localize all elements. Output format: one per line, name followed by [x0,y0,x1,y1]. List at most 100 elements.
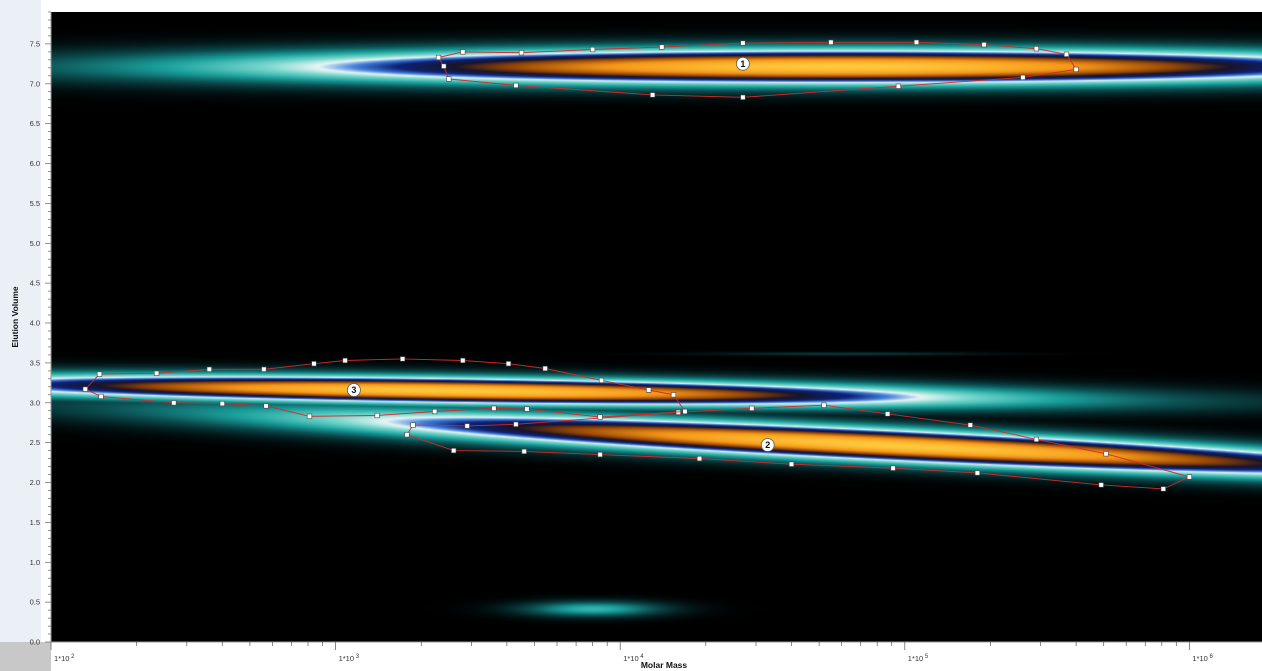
region-label: 1 [740,59,745,69]
region-vertex-handle[interactable] [524,406,530,412]
region-vertex-handle[interactable] [435,54,442,61]
region-vertex-handle[interactable] [1103,451,1109,457]
region-3[interactable]: 3 [82,356,688,420]
region-vertex-handle[interactable] [446,76,452,82]
y-tick-label: 4.0 [30,319,40,328]
region-vertex-handle[interactable] [696,455,703,462]
y-tick-label: 5.0 [30,239,40,248]
region-vertex-handle[interactable] [410,422,416,428]
region-label: 2 [765,440,770,450]
region-vertex-handle[interactable] [1073,66,1079,72]
region-vertex-handle[interactable] [521,448,527,455]
x-tick-label: 1*10 3 [339,654,360,663]
y-tick-label: 1.5 [30,518,40,527]
region-vertex-handle[interactable] [154,370,160,376]
region-vertex-handle[interactable] [670,392,677,398]
region-vertex-handle[interactable] [306,413,313,419]
region-vertex-handle[interactable] [895,83,901,89]
heatmap-intensity [51,12,1262,642]
y-tick-label: 4.5 [30,279,40,288]
region-vertex-handle[interactable] [974,470,980,476]
region-vertex-handle[interactable] [884,411,891,417]
region-vertex-handle[interactable] [967,422,973,428]
region-boundary[interactable] [406,404,1191,490]
region-vertex-handle[interactable] [913,39,920,45]
region-vertex-handle[interactable] [219,400,225,407]
region-vertex-handle[interactable] [740,94,746,100]
y-tick-label: 0.5 [30,598,40,607]
region-vertex-handle[interactable] [263,403,269,409]
region-vertex-handle[interactable] [513,421,519,427]
region-vertex-handle[interactable] [649,92,656,98]
region-marker[interactable] [346,383,361,397]
region-vertex-handle[interactable] [311,361,317,367]
region-marker[interactable] [760,438,775,452]
region-vertex-handle[interactable] [749,405,755,411]
y-tick-label: 6.5 [30,119,40,128]
region-1[interactable]: 1 [435,39,1079,100]
region-vertex-handle[interactable] [374,412,380,419]
region-vertex-handle[interactable] [542,365,548,372]
region-vertex-handle[interactable] [98,393,104,400]
region-vertex-handle[interactable] [82,386,88,392]
x-tick-label: 1*10 2 [54,654,75,663]
region-vertex-handle[interactable] [788,461,795,467]
region-vertex-handle[interactable] [659,44,665,50]
region-vertex-handle[interactable] [1098,482,1104,488]
region-boundary[interactable] [84,358,686,418]
region-vertex-handle[interactable] [682,408,688,415]
region-2[interactable]: 2 [404,402,1192,492]
region-vertex-handle[interactable] [96,371,103,377]
region-vertex-handle[interactable] [1063,51,1070,57]
region-vertex-handle[interactable] [399,356,406,362]
y-tick-label: 7.0 [30,79,40,88]
region-vertex-handle[interactable] [597,451,603,458]
region-vertex-handle[interactable] [597,414,603,420]
y-axis-inner-strip [41,0,51,642]
region-vertex-handle[interactable] [505,361,512,367]
region-vertex-handle[interactable] [491,405,497,411]
region-vertex-handle[interactable] [890,465,896,471]
heat-layer [51,12,1262,642]
y-axis-title: Elution Volume [10,286,20,348]
region-vertex-handle[interactable] [518,50,525,56]
region-vertex-handle[interactable] [1020,74,1026,80]
x-tick-label: 1*10 4 [623,654,644,663]
region-vertex-handle[interactable] [646,387,652,393]
x-axis-title: Molar Mass [641,660,688,670]
region-vertex-handle[interactable] [451,447,457,454]
region-vertex-handle[interactable] [1186,474,1192,480]
region-vertex-handle[interactable] [261,366,267,372]
region-vertex-handle[interactable] [404,432,410,438]
region-boundary[interactable] [438,41,1077,98]
axis-corner [0,642,51,671]
region-marker[interactable] [736,56,750,71]
region-vertex-handle[interactable] [821,402,827,408]
region-vertex-handle[interactable] [342,357,348,364]
x-axis-strip [0,642,1262,671]
region-vertex-handle[interactable] [740,40,746,46]
region-vertex-handle[interactable] [432,408,438,415]
y-tick-label: 7.5 [30,39,40,48]
y-tick-label: 0.0 [30,638,40,647]
region-vertex-handle[interactable] [1033,436,1039,443]
region-vertex-handle[interactable] [1033,46,1039,52]
region-vertex-handle[interactable] [206,366,212,372]
region-vertex-handle[interactable] [460,49,466,55]
region-vertex-handle[interactable] [171,400,177,406]
region-vertex-handle[interactable] [464,423,470,429]
y-tick-label: 3.0 [30,398,40,407]
region-layer: 1 2 3 [82,39,1192,492]
region-vertex-handle[interactable] [513,82,519,88]
region-vertex-handle[interactable] [981,42,987,48]
region-vertex-handle[interactable] [441,63,447,69]
y-tick-label: 2.5 [30,438,40,447]
region-vertex-handle[interactable] [598,377,605,384]
region-vertex-handle[interactable] [460,357,466,364]
region-vertex-handle[interactable] [589,46,596,53]
y-tick-label: 6.0 [30,159,40,168]
x-tick-label: 1*10 6 [1192,654,1213,663]
region-vertex-handle[interactable] [1160,486,1166,492]
region-vertex-handle[interactable] [828,39,834,45]
